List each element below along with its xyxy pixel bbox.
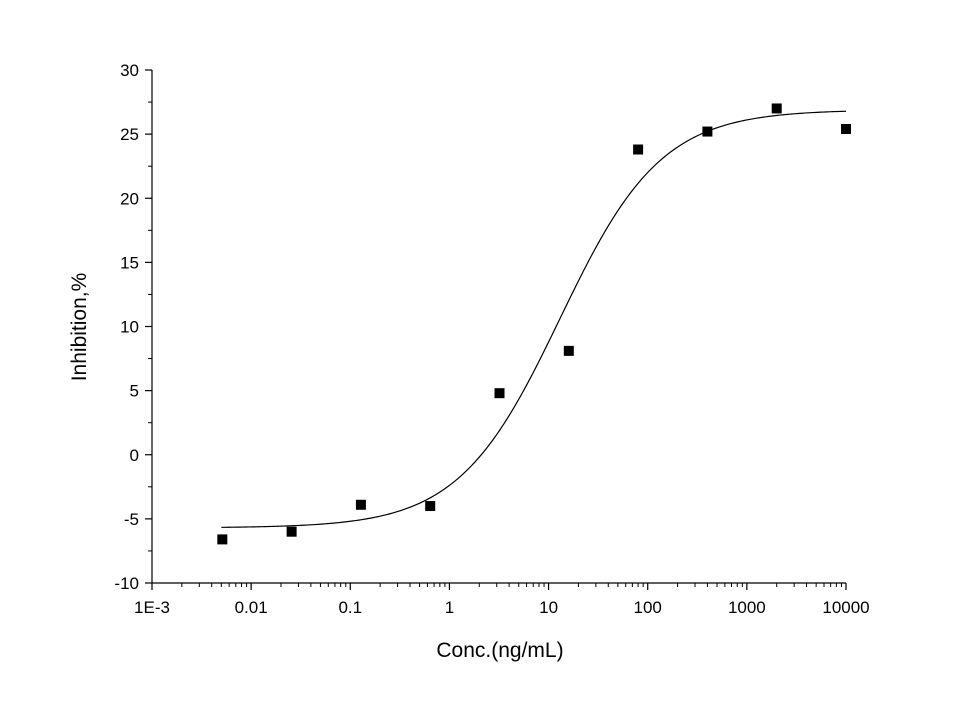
x-tick-label: 1E-3 — [134, 598, 170, 617]
data-point — [563, 345, 574, 356]
x-tick-label: 10 — [539, 598, 558, 617]
data-point — [702, 126, 713, 137]
y-tick-label: 0 — [130, 446, 139, 465]
data-point — [771, 103, 782, 114]
x-tick-label: 0.1 — [338, 598, 362, 617]
x-axis: 1E-3 0.01 0.1 1 10 100 1000 10000 — [134, 583, 870, 617]
data-point — [425, 501, 436, 512]
y-tick-label: 10 — [120, 318, 139, 337]
data-point — [286, 526, 297, 537]
y-tick-label: 15 — [120, 253, 139, 272]
points-layer — [217, 103, 851, 545]
data-point — [355, 499, 366, 510]
data-point — [633, 144, 644, 155]
x-tick-label: 1 — [445, 598, 454, 617]
x-tick-label: 1000 — [728, 598, 766, 617]
data-point — [841, 123, 851, 134]
y-tick-label: 20 — [120, 189, 139, 208]
y-axis: -10 -5 0 5 10 15 20 25 30 — [114, 61, 152, 593]
data-point — [217, 534, 228, 545]
y-tick-label: 30 — [120, 61, 139, 80]
plot-frame — [151, 70, 846, 584]
fit-curve — [221, 110, 847, 528]
data-point — [494, 388, 505, 399]
x-tick-label: 10000 — [822, 598, 869, 617]
y-axis-title: Inhibition,% — [68, 273, 91, 382]
y-tick-label: 5 — [130, 382, 139, 401]
x-axis-title: Conc.(ng/mL) — [436, 639, 563, 662]
x-tick-label: 100 — [634, 598, 662, 617]
y-tick-label: 25 — [120, 125, 139, 144]
y-tick-label: -10 — [114, 574, 139, 593]
x-tick-label: 0.01 — [235, 598, 268, 617]
fit-layer — [221, 110, 847, 528]
y-tick-label: -5 — [124, 510, 139, 529]
